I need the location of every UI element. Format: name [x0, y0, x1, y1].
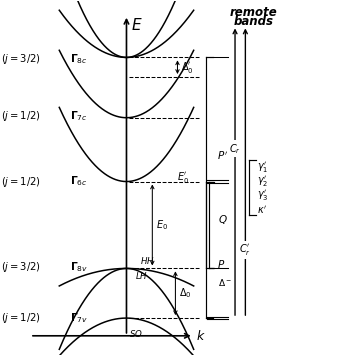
- Text: $E_0'$: $E_0'$: [177, 170, 189, 185]
- Text: $(j=1/2)$: $(j=1/2)$: [1, 109, 41, 123]
- Text: $\Delta^-$: $\Delta^-$: [218, 277, 233, 288]
- Text: $k$: $k$: [197, 329, 206, 343]
- Text: $\mathbf{\Gamma}_{7v}$: $\mathbf{\Gamma}_{7v}$: [70, 311, 88, 325]
- Text: $\mathbf{\Gamma}_{8v}$: $\mathbf{\Gamma}_{8v}$: [70, 261, 88, 274]
- Text: $LH$: $LH$: [135, 270, 148, 281]
- Text: $E_0$: $E_0$: [156, 218, 168, 232]
- Text: $P$: $P$: [217, 258, 225, 270]
- Text: $HH$: $HH$: [140, 255, 155, 266]
- Text: $\mathbf{\Gamma}_{7c}$: $\mathbf{\Gamma}_{7c}$: [70, 109, 87, 123]
- Text: $\Delta_0'$: $\Delta_0'$: [181, 60, 194, 75]
- Text: $C_r'$: $C_r'$: [239, 242, 251, 257]
- Text: $(j=3/2)$: $(j=3/2)$: [1, 52, 41, 66]
- Text: $\kappa'$: $\kappa'$: [257, 204, 267, 216]
- Text: $\gamma_2'$: $\gamma_2'$: [257, 174, 269, 189]
- Text: $C_r$: $C_r$: [229, 142, 241, 156]
- Text: $E$: $E$: [130, 17, 142, 33]
- Text: $Q$: $Q$: [218, 213, 228, 226]
- Text: $\Delta_0$: $\Delta_0$: [179, 286, 192, 300]
- Text: $SO$: $SO$: [129, 328, 143, 339]
- Text: remote: remote: [230, 6, 278, 19]
- Text: $P'$: $P'$: [217, 150, 228, 162]
- Text: $(j=3/2)$: $(j=3/2)$: [1, 260, 41, 274]
- Text: $\gamma_3'$: $\gamma_3'$: [257, 188, 269, 203]
- Text: $\mathbf{\Gamma}_{8c}$: $\mathbf{\Gamma}_{8c}$: [70, 52, 87, 66]
- Text: $(j=1/2)$: $(j=1/2)$: [1, 174, 41, 189]
- Text: $\mathbf{\Gamma}_{6c}$: $\mathbf{\Gamma}_{6c}$: [70, 175, 87, 188]
- Text: bands: bands: [234, 15, 274, 28]
- Text: $\gamma_1'$: $\gamma_1'$: [257, 160, 269, 175]
- Text: $(j=1/2)$: $(j=1/2)$: [1, 311, 41, 325]
